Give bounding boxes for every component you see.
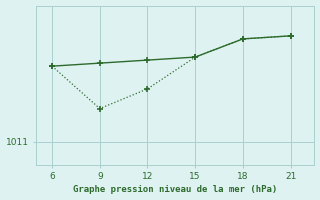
X-axis label: Graphe pression niveau de la mer (hPa): Graphe pression niveau de la mer (hPa) <box>73 185 277 194</box>
